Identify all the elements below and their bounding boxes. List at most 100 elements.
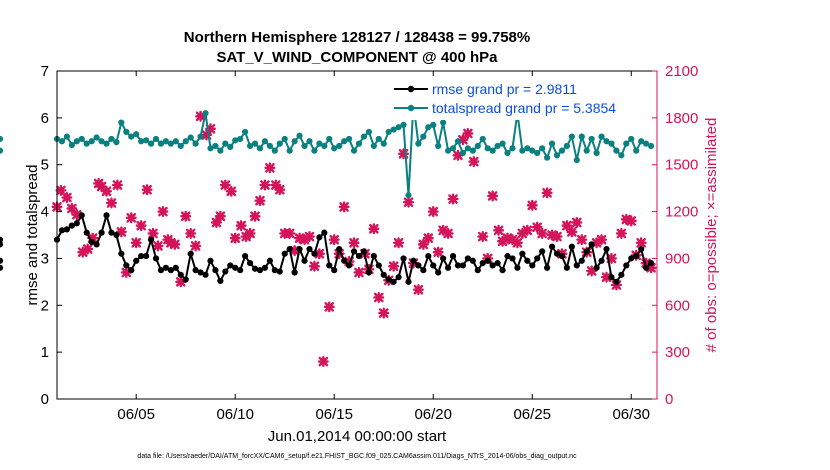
obs-marker xyxy=(536,227,548,239)
rmse-point xyxy=(519,250,526,257)
totalspread-point xyxy=(202,110,209,117)
rmse-point xyxy=(113,231,120,239)
rmse-point xyxy=(633,252,640,260)
totalspread-point xyxy=(103,140,110,147)
rmse-point xyxy=(147,236,155,243)
totalspread-point xyxy=(524,145,531,152)
rmse-point xyxy=(93,241,100,248)
obs-marker xyxy=(526,199,538,211)
totalspread-point xyxy=(425,124,432,131)
legend: rmse grand pr = 2.9811 totalspread grand… xyxy=(390,76,648,120)
rmse-point xyxy=(494,260,501,267)
obs-marker xyxy=(600,271,613,283)
rmse-point xyxy=(256,267,264,274)
rmse-point xyxy=(58,227,66,234)
rmse-point xyxy=(484,257,491,264)
obs-marker xyxy=(353,266,365,279)
obs-marker xyxy=(442,227,454,239)
rmse-point xyxy=(242,252,249,260)
rmse-point xyxy=(212,267,219,274)
totalspread-point xyxy=(543,154,551,161)
rmse-point xyxy=(281,250,288,257)
left-axis-ticks: 0 1 2 3 4 5 6 7 xyxy=(41,63,62,408)
rmse-point xyxy=(251,265,259,272)
obs-marker xyxy=(591,237,603,249)
totalspread-point xyxy=(385,128,392,136)
y-right-tick-label: 1800 xyxy=(665,110,698,127)
obs-marker xyxy=(546,229,558,241)
totalspread-point xyxy=(454,138,462,145)
obs-marker xyxy=(506,234,518,246)
rmse-point xyxy=(227,262,234,269)
obs-marker xyxy=(388,260,400,272)
rmse-point xyxy=(479,260,486,267)
obs-marker xyxy=(343,256,355,268)
totalspread-point xyxy=(212,142,219,150)
totalspread-point xyxy=(162,138,170,145)
obs-marker xyxy=(284,227,296,239)
obs-marker xyxy=(477,231,489,243)
totalspread-point xyxy=(286,147,293,154)
totalspread-point xyxy=(237,135,244,143)
totalspread-point xyxy=(321,142,328,150)
rmse-point xyxy=(355,252,363,260)
totalspread-point xyxy=(291,138,298,145)
rmse-point xyxy=(222,268,229,275)
rmse-point xyxy=(350,248,358,255)
x-tick-label: 06/25 xyxy=(513,406,551,423)
totalspread-point xyxy=(266,142,273,150)
right-axis-ticks: 0 300 600 900 1200 1500 1800 2100 xyxy=(652,63,698,408)
chart-title: Northern Hemisphere 128127 / 128438 = 99… xyxy=(184,29,530,46)
rmse-point xyxy=(197,269,204,276)
rmse-point xyxy=(202,271,209,278)
obs-marker xyxy=(333,248,345,260)
obs-marker xyxy=(511,237,523,249)
totalspread-point xyxy=(172,138,179,145)
obs-marker xyxy=(398,148,410,160)
totalspread-point xyxy=(479,135,486,143)
obs-marker xyxy=(185,227,197,239)
y-right-tick-label: 1500 xyxy=(665,157,698,174)
obs-marker xyxy=(422,232,434,244)
totalspread-point xyxy=(143,137,150,144)
rmse-point xyxy=(296,245,303,253)
obs-marker xyxy=(566,226,578,238)
obs-marker xyxy=(427,206,439,218)
rmse-point xyxy=(291,269,298,276)
totalspread-point xyxy=(504,149,511,157)
obs-marker xyxy=(105,197,117,209)
rmse-point xyxy=(385,276,392,283)
obs-marker xyxy=(169,238,181,250)
totalspread-point xyxy=(608,140,615,147)
obs-marker xyxy=(373,291,385,303)
rmse-point xyxy=(0,241,4,248)
rmse-point xyxy=(464,255,471,262)
rmse-point xyxy=(623,262,630,269)
obs-marker xyxy=(259,179,271,191)
rmse-point xyxy=(133,257,140,264)
obs-marker xyxy=(120,266,132,279)
rmse-point xyxy=(73,220,80,227)
totalspread-point xyxy=(157,140,165,147)
x-tick-label: 06/05 xyxy=(117,406,155,423)
y-right-tick-label: 900 xyxy=(665,250,690,267)
rmse-point xyxy=(143,252,150,260)
obs-marker xyxy=(348,237,360,249)
totalspread-point xyxy=(281,135,288,143)
rmse-point xyxy=(306,245,313,253)
totalspread-point xyxy=(108,135,115,143)
rmse-point xyxy=(88,238,95,246)
rmse-point xyxy=(276,268,283,275)
totalspread-point xyxy=(464,145,471,152)
obs-marker xyxy=(521,224,533,236)
rmse-point xyxy=(524,257,531,264)
rmse-point xyxy=(459,262,467,269)
totalspread-point xyxy=(113,139,120,146)
obs-marker xyxy=(66,202,78,214)
rmse-point xyxy=(593,264,600,271)
x-tick-label: 06/15 xyxy=(315,406,353,423)
totalspread-point xyxy=(430,121,437,128)
totalspread-point xyxy=(88,138,95,145)
obs-marker xyxy=(61,191,73,204)
obs-marker xyxy=(96,181,108,193)
